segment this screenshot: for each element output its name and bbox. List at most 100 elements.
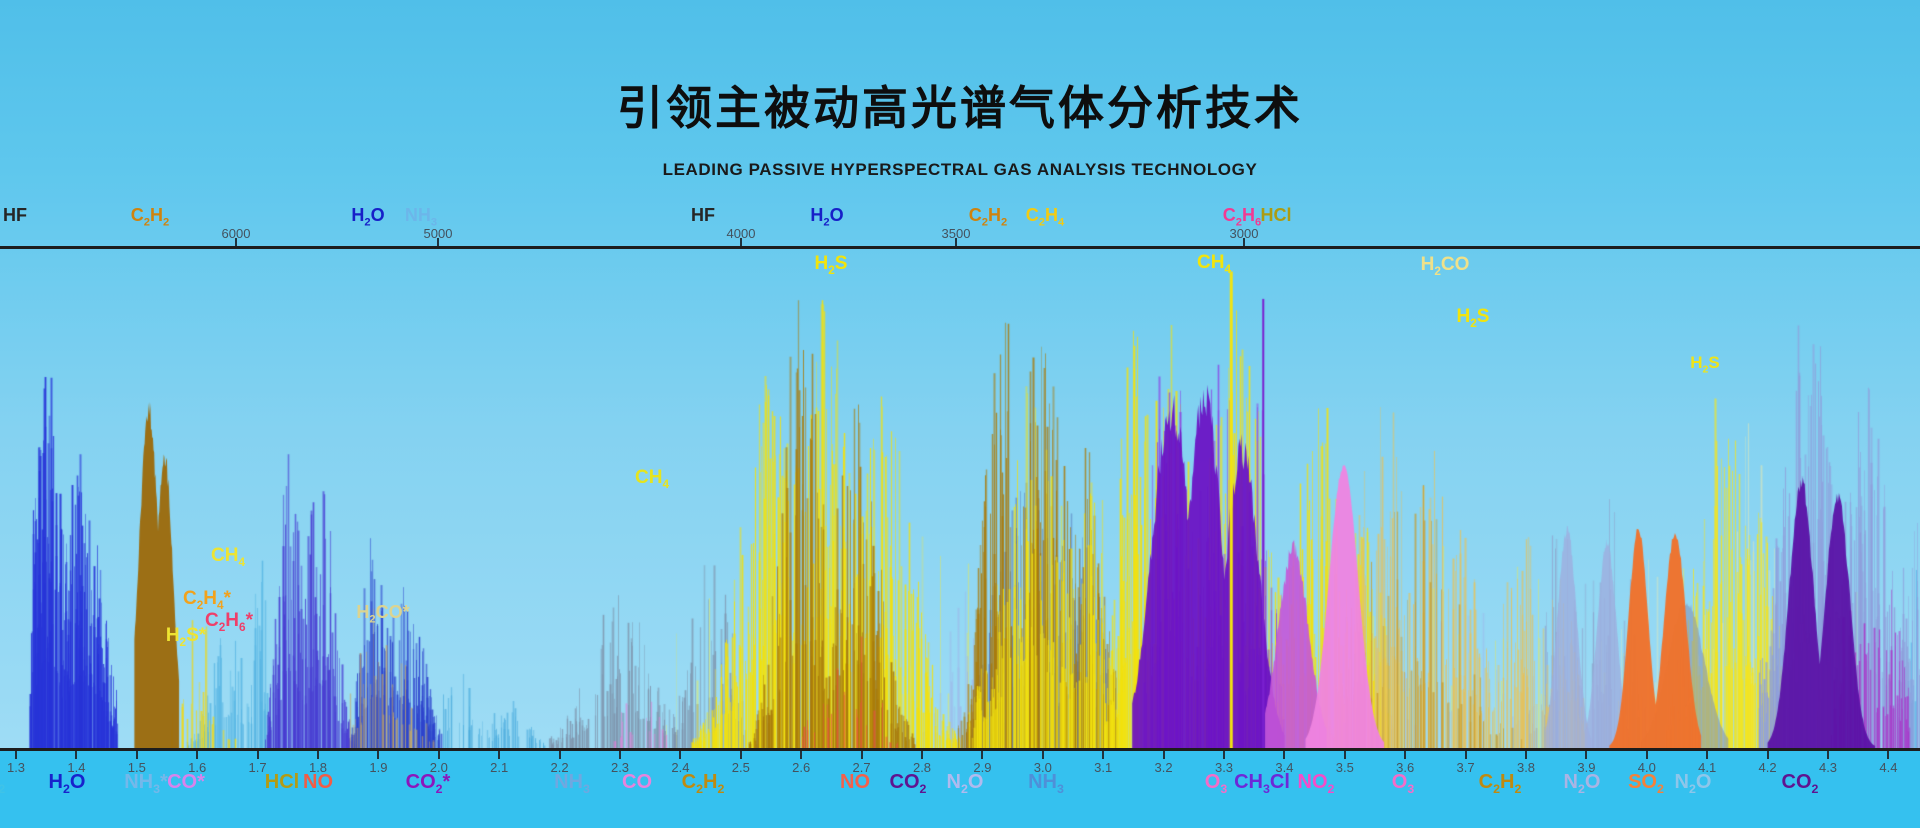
wavelength-tick xyxy=(860,751,863,759)
wavelength-tick xyxy=(1041,751,1044,759)
gas-label-n2o: N2O xyxy=(1563,771,1601,796)
gas-label-ch4: CH4 xyxy=(211,545,245,569)
wavelength-tick-label: 3.4 xyxy=(1275,760,1294,775)
gas-label-c2h2: C2H2 xyxy=(681,771,725,796)
wavelength-tick xyxy=(1343,751,1346,759)
wavelength-tick xyxy=(1162,751,1165,759)
wavelength-tick-label: 1.9 xyxy=(369,760,388,775)
wavelength-tick xyxy=(1525,751,1527,759)
gas-label-o3: O3 xyxy=(1391,771,1415,796)
gas-label-n2o: N2O xyxy=(1674,771,1712,796)
gas-label-c2h2: C2H2 xyxy=(968,205,1008,229)
wavelength-tick xyxy=(437,751,440,759)
wavelength-tick-label: 3.5 xyxy=(1335,760,1354,775)
wavelength-tick xyxy=(1102,751,1105,759)
wavelength-tick xyxy=(196,751,199,759)
gas-label-h2o: H2O xyxy=(48,771,86,796)
gas-label-nh3: NH3* xyxy=(124,771,168,796)
wavelength-tick xyxy=(1645,751,1648,759)
wavelength-tick-label: 4.0 xyxy=(1637,760,1656,775)
gas-label-o3: O3 xyxy=(1204,771,1228,796)
gas-label-co2: CO2 xyxy=(889,771,927,796)
wavenumber-tick-label: 6000 xyxy=(221,226,251,241)
wavenumber-tick-label: 5000 xyxy=(423,226,453,241)
page-title: 引领主被动高光谱气体分析技术 xyxy=(617,81,1303,135)
wavelength-tick-label: 1.8 xyxy=(308,760,328,775)
wavelength-tick xyxy=(1827,751,1829,759)
gas-label-h2s: H2S* xyxy=(165,625,207,649)
gas-label-co: CO* xyxy=(167,771,205,793)
wavelength-tick xyxy=(317,751,319,759)
gas-label-c2h2: C2H2 xyxy=(130,205,170,229)
wavelength-tick xyxy=(1404,751,1407,759)
gas-label-c2h4: C2H4* xyxy=(183,588,231,612)
wavenumber-tick-label: 3500 xyxy=(941,226,971,241)
spectra-canvas xyxy=(0,249,1920,748)
wavelength-tick-label: 3.2 xyxy=(1154,760,1173,775)
wavelength-tick-label: 2.3 xyxy=(610,760,630,775)
bottom-strip xyxy=(0,751,1920,828)
wavenumber-tick xyxy=(235,238,237,246)
wavelength-tick-label: 2.8 xyxy=(912,760,932,775)
wavelength-tick xyxy=(1766,751,1769,759)
wavelength-tick xyxy=(1585,751,1588,759)
wavelength-tick xyxy=(1223,751,1225,759)
gas-label-h2s: H2S xyxy=(1456,306,1490,330)
gas-label-h2co: H2CO* xyxy=(356,602,410,626)
wavelength-tick-label: 4.1 xyxy=(1698,760,1717,775)
gas-label-co: CO xyxy=(622,771,652,793)
wavelength-tick-label: 3.3 xyxy=(1214,760,1234,775)
wavelength-tick-label: 2.0 xyxy=(429,760,448,775)
wavelength-tick-label: 3.6 xyxy=(1396,760,1415,775)
page-subtitle: LEADING PASSIVE HYPERSPECTRAL GAS ANALYS… xyxy=(662,160,1258,179)
wavelength-tick xyxy=(619,751,621,759)
gas-label-so2: SO2 xyxy=(1628,771,1664,796)
gas-label-no2: NO2 xyxy=(1297,771,1335,796)
wavelength-tick-label: 2.7 xyxy=(852,760,871,775)
wavenumber-tick xyxy=(955,238,957,246)
wavelength-tick-label: 3.9 xyxy=(1577,760,1596,775)
gas-label-ch4: CH4 xyxy=(635,467,669,491)
wavelength-tick-label: 3.0 xyxy=(1033,760,1052,775)
gas-label-n2o: N2O xyxy=(946,771,984,796)
wavelength-tick xyxy=(1283,751,1286,759)
gas-label-no: NO xyxy=(303,771,333,793)
wavelength-tick-label: 2.5 xyxy=(731,760,750,775)
wavelength-tick-label: 1.5 xyxy=(127,760,146,775)
wavelength-tick-label: 3.1 xyxy=(1094,760,1113,775)
gas-label-c2h6: C2H6* xyxy=(205,610,253,634)
gas-label-co2: CO2* xyxy=(405,771,451,796)
wavelength-tick-label: 3.8 xyxy=(1516,760,1536,775)
wavenumber-tick xyxy=(1243,238,1245,246)
wavenumber-tick xyxy=(437,238,439,246)
gas-label-nh3: NH3 xyxy=(1028,771,1064,796)
top-axis-line xyxy=(0,246,1920,249)
wavelength-tick xyxy=(498,751,501,759)
wavelength-tick-label: 4.4 xyxy=(1879,760,1898,775)
wavelength-tick-label: 2.2 xyxy=(550,760,569,775)
wavelength-tick-label: 1.6 xyxy=(188,760,207,775)
gas-label-h2s: H2S xyxy=(1690,353,1720,376)
wavelength-tick-label: 2.1 xyxy=(490,760,509,775)
gas-label-c2h4: C2H4 xyxy=(1025,205,1065,229)
wavelength-tick xyxy=(1887,751,1890,759)
gas-label-hcl: HCl xyxy=(264,771,300,793)
gas-label-ch3cl: CH3Cl xyxy=(1234,771,1290,796)
wavelength-tick-label: 4.3 xyxy=(1818,760,1838,775)
wavelength-tick-label: 1.3 xyxy=(6,760,26,775)
bottom-axis-line xyxy=(0,748,1920,751)
wavelength-tick-label: 1.7 xyxy=(248,760,267,775)
gas-label-c2h6: C2H6 xyxy=(1222,205,1262,229)
gas-label-h2s: H2S xyxy=(814,253,848,277)
wavenumber-tick-label: 3000 xyxy=(1229,226,1259,241)
gas-label-c2h2: C2H2 xyxy=(1478,771,1522,796)
wavelength-tick xyxy=(558,751,561,759)
wavelength-tick xyxy=(135,751,138,759)
gas-label-nh3: NH3 xyxy=(404,205,438,229)
wavelength-tick xyxy=(921,751,923,759)
wavelength-tick xyxy=(679,751,682,759)
wavelength-tick-label: 4.2 xyxy=(1758,760,1777,775)
gas-label-h2o: H2O xyxy=(351,205,385,229)
gas-label-o2: O2 xyxy=(0,782,6,796)
